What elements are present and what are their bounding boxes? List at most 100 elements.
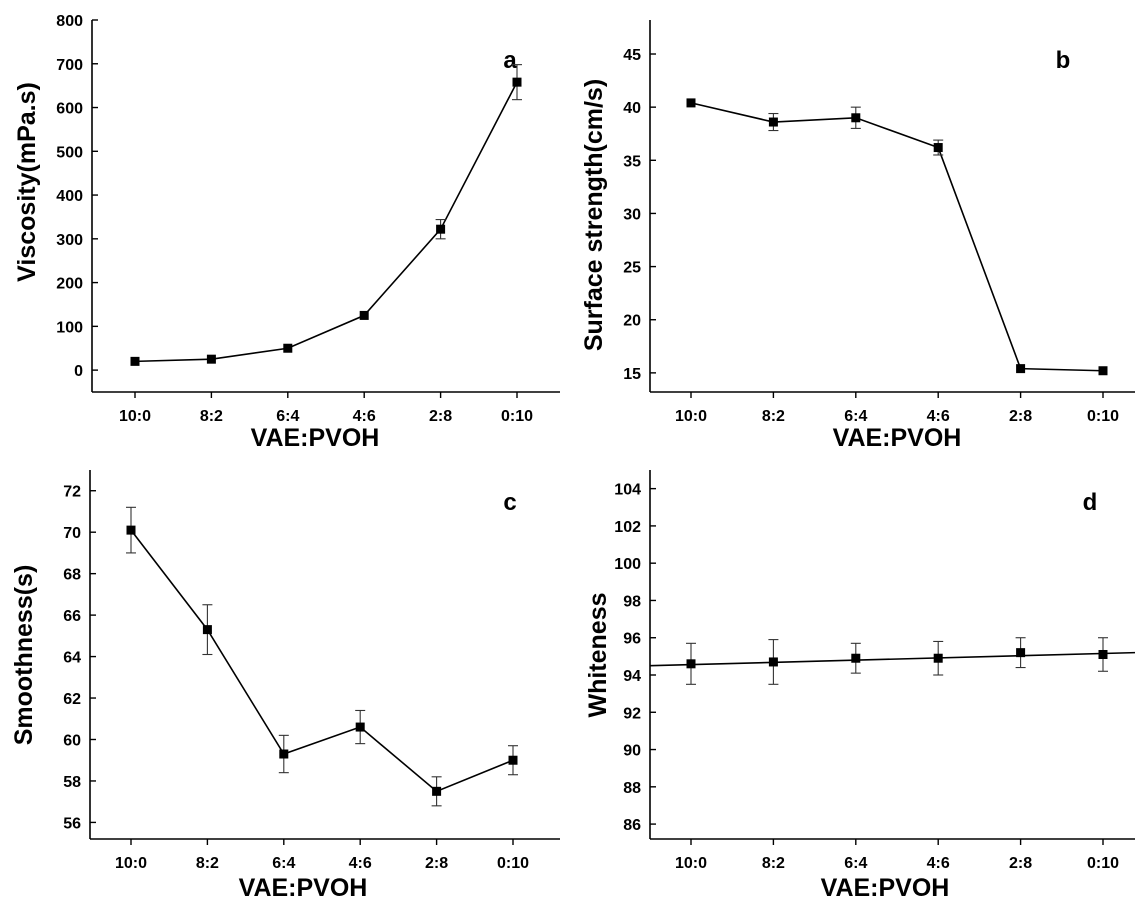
y-tick-label: 25 xyxy=(623,260,641,277)
x-tick-label: 2:8 xyxy=(1009,855,1032,872)
series-line xyxy=(690,102,1104,372)
x-axis-title: VAE:PVOH xyxy=(239,874,368,902)
y-tick-label: 88 xyxy=(623,780,641,797)
x-tick-label: 4:6 xyxy=(927,408,950,425)
y-axis-title: Whiteness xyxy=(584,592,612,717)
y-tick-label: 800 xyxy=(56,13,83,30)
x-tick-label: 6:4 xyxy=(272,855,295,872)
fit-line xyxy=(649,651,1135,667)
data-point xyxy=(359,310,369,320)
panel-letter: c xyxy=(503,489,516,516)
x-tick-label: 8:2 xyxy=(762,408,785,425)
series-line xyxy=(134,81,518,363)
y-tick-label: 56 xyxy=(63,815,81,832)
y-tick-label: 45 xyxy=(623,47,641,64)
data-point xyxy=(355,722,365,732)
x-tick-label: 10:0 xyxy=(675,855,707,872)
x-axis-title: VAE:PVOH xyxy=(251,424,380,452)
data-point xyxy=(512,77,522,87)
x-tick-label: 10:0 xyxy=(119,408,151,425)
y-tick-label: 200 xyxy=(56,276,83,293)
y-tick-label: 70 xyxy=(63,525,81,542)
panel-letter: a xyxy=(503,47,517,74)
y-tick-label: 20 xyxy=(623,313,641,330)
y-tick-label: 96 xyxy=(623,631,641,648)
x-tick-label: 2:8 xyxy=(429,408,452,425)
y-tick-label: 94 xyxy=(623,668,641,685)
y-tick-label: 35 xyxy=(623,153,641,170)
y-tick-label: 102 xyxy=(614,519,641,536)
y-tick-label: 600 xyxy=(56,101,83,118)
panel-d: 86 88 90 92 94 96 98 100 102 104 10:0 8:2 6:4 4:6 2:8 0… xyxy=(584,470,1135,902)
y-tick-label: 64 xyxy=(63,650,81,667)
data-point xyxy=(508,755,518,765)
y-tick-label: 90 xyxy=(623,743,641,760)
y-tick-label: 58 xyxy=(63,774,81,791)
y-tick-label: 15 xyxy=(623,366,641,383)
y-tick-label: 700 xyxy=(56,57,83,74)
x-tick-label: 6:4 xyxy=(844,855,867,872)
y-tick-label: 100 xyxy=(56,319,83,336)
x-axis-title: VAE:PVOH xyxy=(821,874,950,902)
data-point xyxy=(1098,366,1108,376)
y-tick-label: 92 xyxy=(623,705,641,722)
data-point xyxy=(933,653,943,663)
y-tick-label: 68 xyxy=(63,567,81,584)
y-tick-label: 0 xyxy=(74,363,83,380)
y-tick-label: 72 xyxy=(63,484,81,501)
x-tick-label: 6:4 xyxy=(276,408,299,425)
x-tick-label: 4:6 xyxy=(353,408,376,425)
data-point xyxy=(851,653,861,663)
x-tick-label: 4:6 xyxy=(349,855,372,872)
x-tick-label: 2:8 xyxy=(425,855,448,872)
data-point xyxy=(126,525,136,535)
y-tick-label: 100 xyxy=(614,556,641,573)
data-point xyxy=(933,143,943,153)
data-point xyxy=(686,659,696,669)
data-point xyxy=(851,113,861,123)
y-tick-label: 60 xyxy=(63,732,81,749)
x-tick-label: 10:0 xyxy=(675,408,707,425)
series-line xyxy=(130,529,514,793)
panel-b: 15 20 25 30 35 40 45 10:0 8:2 6:4 4:6 2:8 0:10 VAE:PV… xyxy=(580,20,1135,452)
x-tick-label: 0:10 xyxy=(1087,408,1119,425)
data-point xyxy=(1016,364,1026,374)
y-tick-label: 40 xyxy=(623,100,641,117)
x-tick-label: 8:2 xyxy=(762,855,785,872)
data-point xyxy=(202,625,212,635)
panel-c: 56 58 60 62 64 66 68 70 72 10:0 8:2 6:4 4:6 2:8 0:10 VA… xyxy=(10,470,560,902)
x-tick-label: 8:2 xyxy=(200,408,223,425)
y-tick-label: 400 xyxy=(56,188,83,205)
x-tick-label: 2:8 xyxy=(1009,408,1032,425)
y-tick-label: 98 xyxy=(623,593,641,610)
y-tick-label: 30 xyxy=(623,206,641,223)
data-point xyxy=(432,786,442,796)
x-tick-label: 10:0 xyxy=(115,855,147,872)
y-axis-title: Viscosity(mPa.s) xyxy=(13,82,41,282)
panel-letter: b xyxy=(1056,47,1071,74)
data-point xyxy=(436,224,446,234)
y-axis-title: Surface strength(cm/s) xyxy=(580,79,608,351)
data-point xyxy=(279,749,289,759)
y-tick-label: 66 xyxy=(63,608,81,625)
panel-a: 0 100 200 300 400 500 600 700 800 10:0 8:2 6:4 4:6 2:… xyxy=(13,13,560,452)
data-point xyxy=(206,354,216,364)
x-tick-label: 0:10 xyxy=(1087,855,1119,872)
y-tick-label: 86 xyxy=(623,817,641,834)
y-tick-label: 104 xyxy=(614,482,641,499)
x-tick-label: 6:4 xyxy=(844,408,867,425)
data-point xyxy=(768,657,778,667)
x-tick-label: 0:10 xyxy=(501,408,533,425)
y-tick-label: 62 xyxy=(63,691,81,708)
data-point xyxy=(1098,650,1108,659)
data-point xyxy=(283,343,293,353)
y-axis-title: Smoothness(s) xyxy=(10,565,38,746)
data-point xyxy=(1016,648,1026,658)
x-tick-label: 4:6 xyxy=(927,855,950,872)
data-point xyxy=(686,98,696,108)
y-tick-label: 500 xyxy=(56,144,83,161)
data-point xyxy=(130,356,140,366)
x-axis-title: VAE:PVOH xyxy=(833,424,962,452)
y-tick-label: 300 xyxy=(56,232,83,249)
